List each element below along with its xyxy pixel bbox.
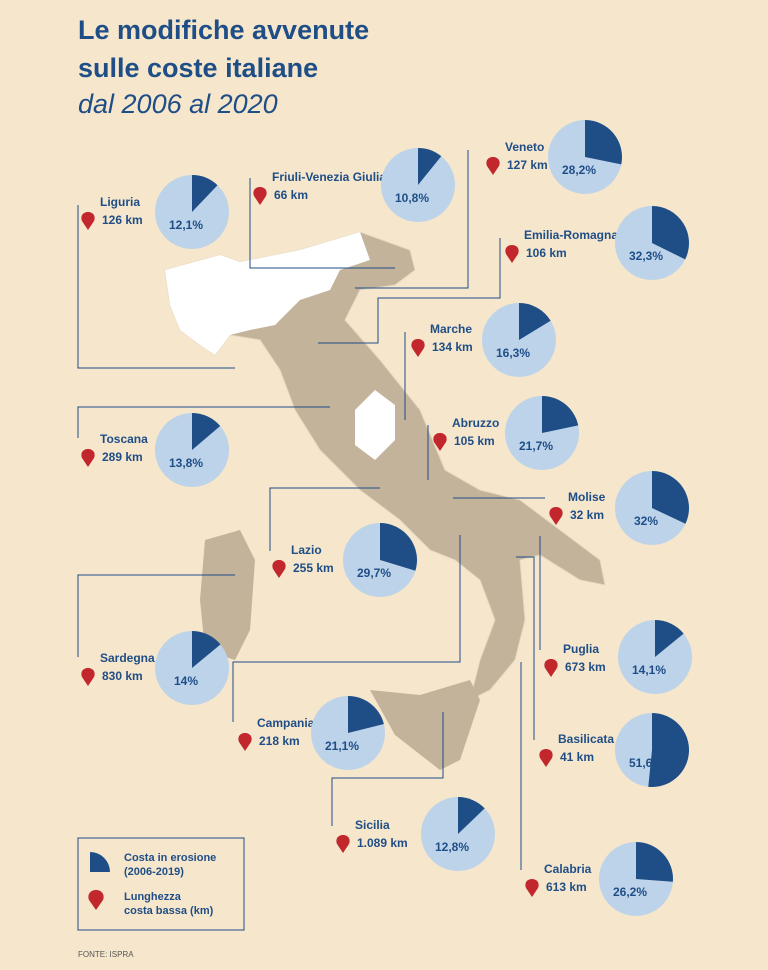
coast-length: 126 km — [102, 213, 143, 227]
pin-icon — [238, 733, 252, 751]
pin-icon — [544, 659, 558, 677]
erosion-label: 32% — [634, 514, 658, 528]
erosion-label: 26,2% — [613, 885, 647, 899]
region-name: Friuli-Venezia Giulia — [272, 170, 386, 184]
pin-icon — [272, 560, 286, 578]
leader-line — [355, 150, 469, 289]
pin-icon — [549, 507, 563, 525]
pie-wedge — [655, 620, 684, 657]
leader-line — [77, 205, 235, 369]
region-name: Campania — [257, 716, 315, 730]
coast-length: 289 km — [102, 450, 143, 464]
legend-label: (2006-2019) — [124, 866, 184, 878]
erosion-label: 14,1% — [632, 663, 666, 677]
region-name: Lazio — [291, 543, 322, 557]
pie-wedge — [348, 696, 384, 733]
region-name: Molise — [568, 490, 606, 504]
pin-icon — [505, 245, 519, 263]
pie-wedge — [418, 148, 442, 185]
erosion-label: 32,3% — [629, 249, 663, 263]
pin-icon — [253, 187, 267, 205]
legend-label: Lunghezza — [124, 891, 182, 903]
erosion-label: 10,8% — [395, 191, 429, 205]
title-line: sulle coste italiane — [78, 53, 318, 83]
subtitle: dal 2006 al 2020 — [78, 89, 278, 119]
pie-wedge — [652, 471, 689, 524]
coast-length: 1.089 km — [357, 836, 408, 850]
legend: Costa in erosione (2006-2019) Lunghezza … — [77, 837, 245, 931]
pie-wedge — [192, 175, 218, 212]
region-name: Abruzzo — [452, 416, 499, 430]
coast-length: 830 km — [102, 669, 143, 683]
erosion-label: 51,6% — [629, 756, 663, 770]
leader-line — [331, 712, 444, 826]
leader-lines — [77, 150, 545, 870]
pie-wedge — [519, 303, 551, 340]
legend-label: Costa in erosione — [124, 852, 216, 864]
pin-icon — [411, 339, 425, 357]
coast-length: 127 km — [507, 158, 548, 172]
coast-length: 255 km — [293, 561, 334, 575]
pie-wedge — [585, 119, 622, 165]
erosion-label: 13,8% — [169, 456, 203, 470]
erosion-label: 12,8% — [435, 840, 469, 854]
leader-line — [232, 535, 461, 722]
pin-icon — [81, 212, 95, 230]
coast-length: 134 km — [432, 340, 473, 354]
erosion-label: 21,7% — [519, 439, 553, 453]
pie-wedge — [636, 842, 674, 882]
region-name: Sicilia — [355, 818, 390, 832]
region-name: Basilicata — [558, 732, 614, 746]
region-name: Puglia — [563, 642, 599, 656]
coast-length: 66 km — [274, 188, 308, 202]
erosion-label: 28,2% — [562, 163, 596, 177]
pin-icon — [336, 835, 350, 853]
pin-icon — [525, 879, 539, 897]
pie-wedge — [192, 413, 221, 450]
coast-length: 41 km — [560, 750, 594, 764]
region-name: Toscana — [100, 432, 148, 446]
title-line: Le modifiche avvenute — [78, 15, 369, 45]
legend-label: costa bassa (km) — [124, 905, 214, 917]
region-name: Sardegna — [100, 651, 155, 665]
coast-length: 105 km — [454, 434, 495, 448]
region-name: Liguria — [100, 195, 140, 209]
pie-wedge — [652, 206, 690, 260]
coast-length: 673 km — [565, 660, 606, 674]
pie-wedge — [192, 631, 221, 668]
leader-line — [77, 406, 330, 438]
leader-line — [249, 178, 395, 269]
region-name: Marche — [430, 322, 472, 336]
erosion-label: 12,1% — [169, 218, 203, 232]
region-name: Emilia-Romagna — [524, 228, 618, 242]
leader-line — [318, 238, 501, 344]
region-name: Veneto — [505, 140, 544, 154]
map — [164, 231, 606, 770]
erosion-label: 21,1% — [325, 739, 359, 753]
coast-length: 218 km — [259, 734, 300, 748]
pin-icon — [433, 433, 447, 451]
region-name: Calabria — [544, 862, 592, 876]
pin-icon — [486, 157, 500, 175]
pie-wedge — [648, 713, 690, 787]
erosion-label: 16,3% — [496, 346, 530, 360]
pie-wedge — [542, 396, 579, 433]
leader-line — [516, 556, 535, 740]
leader-line — [77, 574, 235, 657]
coast-length: 106 km — [526, 246, 567, 260]
pin-icon — [81, 449, 95, 467]
coast-length: 32 km — [570, 508, 604, 522]
source: FONTE: ISPRA — [78, 950, 134, 959]
coast-length: 613 km — [546, 880, 587, 894]
pie-wedge — [458, 797, 485, 834]
erosion-label: 14% — [174, 674, 198, 688]
pin-icon — [81, 668, 95, 686]
erosion-label: 29,7% — [357, 566, 391, 580]
leader-line — [269, 487, 380, 551]
pin-icon — [539, 749, 553, 767]
pie-wedge — [380, 523, 417, 571]
